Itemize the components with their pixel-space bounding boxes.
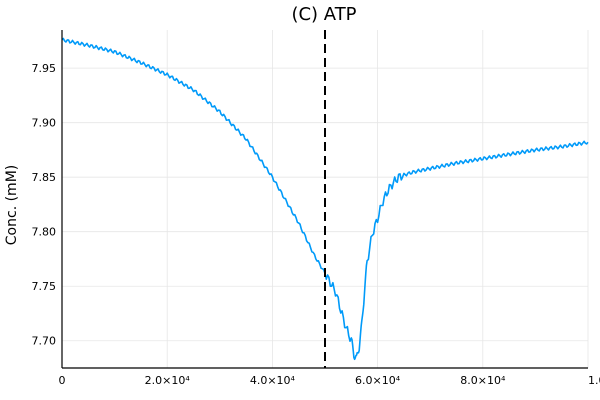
x-tick-label: 1.0×10⁵ <box>588 374 600 387</box>
y-tick-label: 7.95 <box>32 62 57 75</box>
y-tick-label: 7.75 <box>32 280 57 293</box>
x-tick-label: 8.0×10⁴ <box>460 374 506 387</box>
tick-labels: 0 2.0×10⁴ 4.0×10⁴ 6.0×10⁴ 8.0×10⁴ 1.0×10⁵ 7.70… <box>32 62 600 387</box>
x-tick-label: 4.0×10⁴ <box>250 374 296 387</box>
y-tick-label: 7.85 <box>32 171 57 184</box>
y-tick-label: 7.80 <box>32 226 57 239</box>
x-tick-label: 2.0×10⁴ <box>145 374 191 387</box>
y-tick-label: 7.90 <box>32 117 57 130</box>
chart-title: (C) ATP <box>291 4 356 25</box>
series-layer <box>61 37 589 361</box>
y-axis-label: Conc. (mM) <box>4 165 20 245</box>
y-tick-label: 7.70 <box>32 335 57 348</box>
x-tick-label: 0 <box>59 374 66 387</box>
x-tick-label: 6.0×10⁴ <box>355 374 401 387</box>
atp-series-line <box>61 37 589 361</box>
axes <box>61 30 588 369</box>
